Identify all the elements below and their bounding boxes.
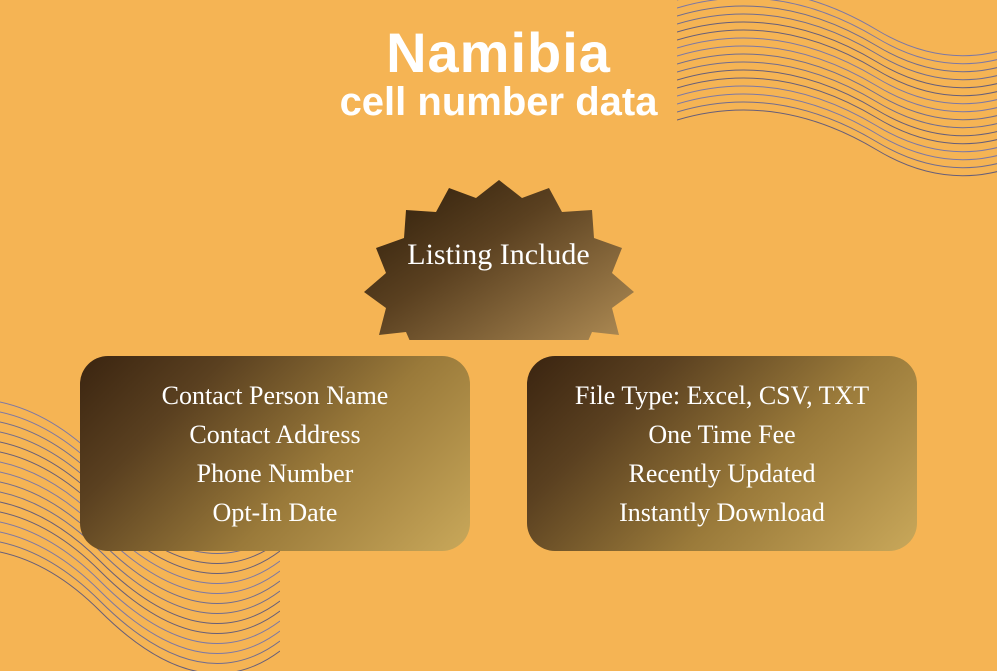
right-line-3: Recently Updated: [629, 454, 816, 493]
right-line-1: File Type: Excel, CSV, TXT: [575, 376, 869, 415]
right-line-4: Instantly Download: [619, 493, 825, 532]
left-line-4: Opt-In Date: [213, 493, 338, 532]
left-line-1: Contact Person Name: [162, 376, 389, 415]
title-sub: cell number data: [340, 80, 658, 125]
wave-decoration-top-right: [677, 0, 997, 250]
left-line-3: Phone Number: [197, 454, 354, 493]
left-line-2: Contact Address: [189, 415, 360, 454]
info-box-left: Contact Person Name Contact Address Phon…: [80, 356, 470, 551]
info-box-right: File Type: Excel, CSV, TXT One Time Fee …: [527, 356, 917, 551]
right-line-2: One Time Fee: [648, 415, 795, 454]
title-block: Namibia cell number data: [340, 20, 658, 125]
listing-badge: Listing Include: [344, 180, 654, 330]
title-main: Namibia: [340, 20, 658, 85]
badge-label: Listing Include: [407, 238, 589, 272]
